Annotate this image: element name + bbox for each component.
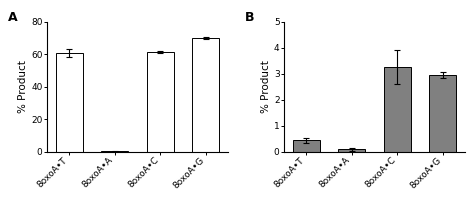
- Bar: [101, 151, 128, 152]
- Bar: [292, 140, 320, 152]
- Bar: [146, 52, 174, 152]
- Bar: [383, 67, 411, 152]
- Bar: [338, 149, 365, 152]
- Text: A: A: [8, 11, 18, 24]
- Bar: [192, 38, 219, 152]
- Text: B: B: [245, 11, 254, 24]
- Bar: [429, 75, 456, 152]
- Bar: [55, 53, 83, 152]
- Y-axis label: % Product: % Product: [261, 60, 271, 113]
- Y-axis label: % Product: % Product: [18, 60, 28, 113]
